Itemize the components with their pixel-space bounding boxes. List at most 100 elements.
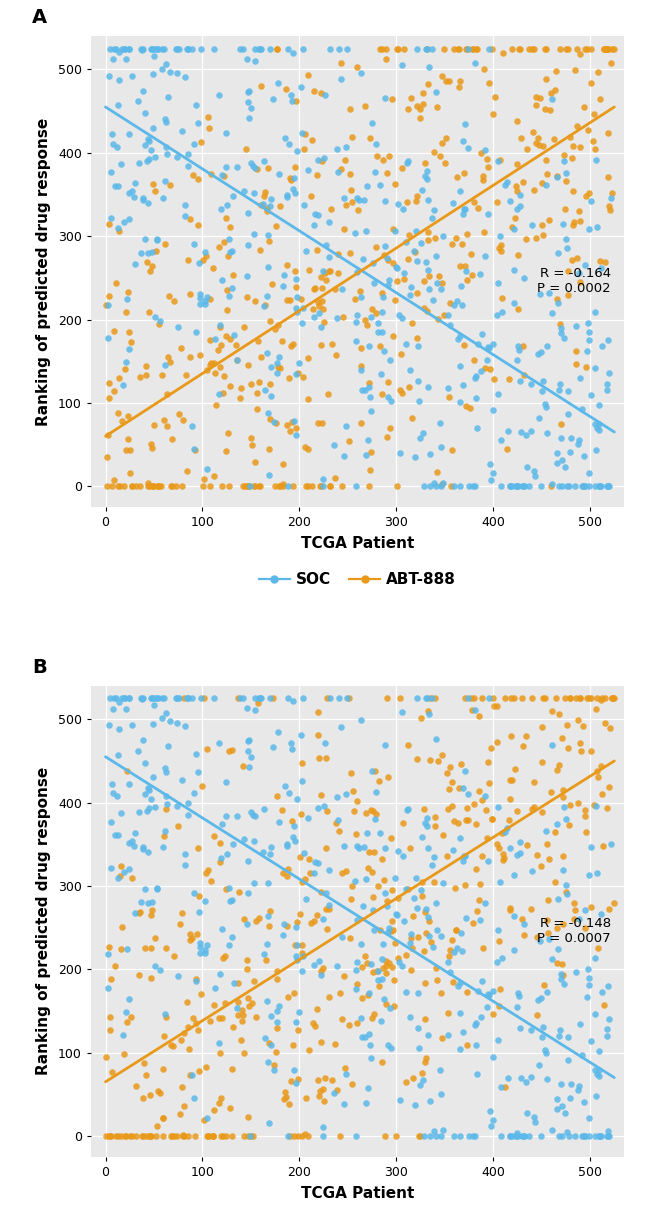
Point <box>210 329 220 348</box>
Point <box>565 442 575 462</box>
Point <box>502 172 512 192</box>
Point <box>556 318 567 337</box>
Point <box>356 413 366 433</box>
Point <box>148 476 158 495</box>
Point <box>110 957 120 976</box>
Point <box>471 901 482 921</box>
Point <box>233 689 243 709</box>
Point <box>135 903 145 922</box>
Point <box>314 304 324 323</box>
Point <box>325 476 335 495</box>
Point <box>413 983 423 1003</box>
Point <box>437 66 447 86</box>
Point <box>370 135 381 154</box>
Point <box>515 186 526 205</box>
Point <box>266 1006 276 1025</box>
Point <box>358 958 368 977</box>
Point <box>480 893 491 912</box>
Point <box>559 146 569 165</box>
Point <box>469 351 479 370</box>
Point <box>243 476 254 495</box>
Point <box>146 900 157 919</box>
Point <box>183 251 193 270</box>
Point <box>465 689 476 709</box>
Point <box>182 993 192 1012</box>
Point <box>367 801 378 821</box>
Point <box>582 689 592 709</box>
Point <box>278 454 289 474</box>
Point <box>439 39 449 58</box>
Point <box>492 952 502 971</box>
Point <box>105 1127 115 1146</box>
Point <box>241 49 252 69</box>
Point <box>179 206 190 225</box>
Point <box>287 412 297 431</box>
Point <box>512 200 523 219</box>
Point <box>405 286 415 305</box>
Point <box>254 372 264 392</box>
Point <box>538 371 549 390</box>
Point <box>251 911 261 930</box>
Point <box>594 476 604 495</box>
Point <box>190 745 201 764</box>
Point <box>560 458 570 477</box>
Point <box>417 887 428 906</box>
Point <box>272 364 283 383</box>
Point <box>478 939 488 958</box>
Point <box>202 936 213 956</box>
Point <box>313 725 323 745</box>
Point <box>231 158 242 177</box>
Point <box>131 1076 142 1095</box>
Point <box>532 846 542 865</box>
Point <box>224 287 234 306</box>
Point <box>258 194 268 213</box>
Point <box>605 200 616 219</box>
Point <box>282 186 293 205</box>
Point <box>387 253 398 272</box>
Point <box>484 360 495 380</box>
Point <box>584 689 595 709</box>
Point <box>298 195 309 214</box>
Point <box>185 347 195 366</box>
Point <box>176 339 187 358</box>
Point <box>297 872 307 892</box>
Point <box>224 476 234 495</box>
Point <box>154 476 164 495</box>
Point <box>525 422 536 441</box>
Point <box>144 131 154 151</box>
Point <box>138 837 148 857</box>
Point <box>573 711 583 730</box>
Point <box>593 937 603 957</box>
Point <box>309 280 319 299</box>
Point <box>513 246 523 265</box>
Point <box>579 255 590 275</box>
Point <box>112 137 123 157</box>
Point <box>276 800 287 819</box>
Point <box>259 187 270 206</box>
Point <box>480 140 490 159</box>
Point <box>146 939 157 958</box>
Point <box>508 906 519 925</box>
Point <box>567 148 577 167</box>
Point <box>159 1004 170 1023</box>
Point <box>364 1024 374 1044</box>
Point <box>393 889 403 909</box>
Point <box>231 335 242 354</box>
Point <box>138 1088 148 1107</box>
Point <box>189 1088 200 1107</box>
Point <box>530 466 541 486</box>
Point <box>512 997 522 1016</box>
Point <box>549 129 560 148</box>
Point <box>411 283 422 302</box>
Point <box>255 689 266 709</box>
Point <box>546 782 556 801</box>
Point <box>467 39 478 58</box>
Point <box>157 1127 168 1146</box>
Point <box>486 470 497 489</box>
Point <box>403 249 413 269</box>
Point <box>420 813 430 833</box>
Point <box>122 406 133 425</box>
Point <box>597 336 607 355</box>
Point <box>584 219 594 239</box>
Point <box>577 1127 588 1146</box>
